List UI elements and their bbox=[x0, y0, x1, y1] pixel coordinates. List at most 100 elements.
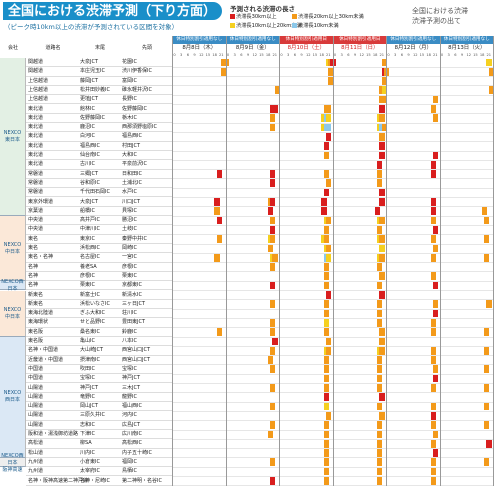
congestion-cell bbox=[430, 160, 436, 169]
road-name: 山陽道 bbox=[28, 393, 44, 400]
segment-end: 谷和原IC bbox=[80, 179, 100, 186]
congestion-cell bbox=[323, 365, 329, 374]
congestion-cell bbox=[486, 58, 492, 67]
hour-label: 21 bbox=[326, 53, 331, 57]
legend-item-30km: 渋滞長30km以上 bbox=[230, 13, 277, 20]
hour-label: 9 bbox=[246, 53, 250, 57]
congestion-cell bbox=[430, 318, 436, 327]
congestion-cell bbox=[267, 244, 274, 253]
congestion-cell bbox=[325, 123, 332, 132]
congestion-cell bbox=[270, 263, 276, 271]
side-note-line: 渋滞予測の出て bbox=[412, 17, 461, 25]
segment-end: ぎふ大和IC bbox=[80, 310, 105, 317]
segment-end: 鹿沼IC bbox=[80, 124, 95, 131]
congestion-cell bbox=[323, 151, 329, 160]
table-row: 松山道 川内IC 内子五十崎IC bbox=[26, 449, 172, 458]
congestion-cell bbox=[377, 356, 383, 364]
table-row: 東海環状 せと品野IC 豊田東JCT bbox=[26, 318, 172, 328]
side-note: 全国における渋滞 渋滞予測の出て bbox=[412, 6, 500, 26]
congestion-cell bbox=[430, 105, 436, 113]
hour-label: 3 bbox=[394, 53, 397, 57]
congestion-cell bbox=[270, 318, 276, 327]
segment-end: 船橋IC bbox=[80, 207, 95, 214]
road-name: 山陽道 bbox=[28, 421, 44, 428]
segment-head: 村田JCT bbox=[122, 142, 141, 149]
segment-end: 館林IC bbox=[80, 105, 95, 112]
segment-end: 太宰府IC bbox=[80, 468, 100, 475]
page-title: 全国における渋滞予測（下り方面） bbox=[3, 2, 223, 20]
hour-label: 15 bbox=[259, 53, 264, 57]
congestion-cell bbox=[381, 95, 387, 104]
legend-title: 予測される渋滞の長さ bbox=[230, 5, 295, 13]
congestion-cell bbox=[270, 235, 276, 243]
segment-head: 土浦北IC bbox=[122, 179, 142, 186]
congestion-cell bbox=[377, 467, 383, 476]
hour-label: 18 bbox=[265, 53, 271, 57]
congestion-cell bbox=[484, 402, 490, 411]
congestion-cell bbox=[325, 244, 332, 253]
congestion-cell bbox=[270, 170, 276, 178]
segment-end: 名神・尼崎IC bbox=[80, 477, 110, 484]
road-name: 山陽道 bbox=[28, 384, 44, 391]
road-name: 名神 bbox=[28, 263, 39, 270]
congestion-cell bbox=[377, 449, 383, 457]
congestion-cell bbox=[216, 235, 222, 243]
road-name: 上信越道 bbox=[28, 86, 49, 93]
table-row: 東京外環道 大泉JCT 川口JCT bbox=[26, 198, 172, 207]
segment-head: 龍野IC bbox=[122, 393, 137, 400]
congestion-cell bbox=[377, 263, 383, 271]
road-name: 関越道 bbox=[28, 59, 44, 65]
segment-head: 広川南IC bbox=[122, 431, 142, 437]
congestion-cell bbox=[270, 123, 276, 132]
road-name: 常磐道 bbox=[28, 179, 44, 186]
segment-end: せと品野IC bbox=[80, 319, 105, 326]
segment-head: 土岐IC bbox=[122, 226, 137, 233]
segment-head: 神戸JCT bbox=[122, 375, 141, 382]
road-name: 関越道 bbox=[28, 68, 44, 75]
day-discount-label: 休日特別割引適用なし bbox=[172, 36, 226, 44]
congestion-cell bbox=[325, 291, 332, 299]
road-name: 東名阪 bbox=[28, 328, 44, 335]
congestion-cell bbox=[377, 225, 383, 234]
hour-label: 18 bbox=[426, 53, 431, 57]
segment-head: 三ヶ日JCT bbox=[122, 300, 146, 307]
congestion-cell bbox=[270, 365, 276, 374]
congestion-cell bbox=[430, 253, 436, 262]
page-subtitle: （ピーク時10km以上の渋滞が予測されている区間を対象） bbox=[4, 23, 179, 31]
congestion-cell bbox=[484, 365, 490, 374]
hour-label: 3 bbox=[287, 53, 290, 57]
segment-end: 川内IC bbox=[80, 449, 95, 456]
hour-label: 3 bbox=[180, 53, 183, 57]
congestion-cell bbox=[377, 374, 383, 383]
hour-label: 15 bbox=[473, 53, 478, 57]
hour-label: 9 bbox=[300, 53, 303, 57]
table-row: 名神・阪神高速第二神戸線 名神・尼崎IC 第二神明・名谷IC bbox=[26, 477, 172, 486]
segment-head: 八本IC bbox=[122, 338, 137, 344]
segment-head: 佐野藤岡IC bbox=[122, 105, 147, 112]
road-name: 上信越道 bbox=[28, 96, 49, 103]
congestion-cell bbox=[379, 105, 385, 113]
congestion-cell bbox=[214, 207, 220, 216]
segment-end: 宝塚IC bbox=[80, 375, 95, 382]
congestion-cell bbox=[430, 439, 436, 448]
road-name: 東北道 bbox=[28, 152, 44, 158]
segment-head: 鈴鹿IC bbox=[122, 328, 137, 335]
table-row: 上信越道 松井田妙義IC 碓氷軽井沢IC bbox=[26, 86, 172, 96]
day-divider bbox=[225, 36, 227, 486]
segment-end: 佐野藤岡IC bbox=[80, 114, 105, 121]
congestion-cell bbox=[323, 449, 329, 457]
congestion-cell bbox=[323, 402, 329, 411]
day-label: 8月9日（金） bbox=[225, 44, 280, 52]
table-row: 関越道 本庄児玉IC 渋川伊香保IC bbox=[26, 67, 172, 77]
road-name: 東京外環道 bbox=[28, 198, 54, 205]
table-row: 常磐道 谷和原IC 土浦北IC bbox=[26, 179, 172, 189]
legend-item-20km: 渋滞長20km以上30km未満 bbox=[292, 13, 364, 20]
congestion-cell bbox=[270, 421, 276, 429]
congestion-cell bbox=[484, 458, 490, 467]
congestion-cell bbox=[379, 328, 385, 336]
segment-head: 福山西IC bbox=[122, 403, 142, 410]
congestion-cell bbox=[488, 67, 494, 76]
segment-head: 岡崎IC bbox=[122, 245, 137, 251]
table-row: 東名阪 桑名東IC 鈴鹿IC bbox=[26, 328, 172, 337]
road-name: 阪和道・湯浅御坊道路 bbox=[28, 431, 79, 437]
